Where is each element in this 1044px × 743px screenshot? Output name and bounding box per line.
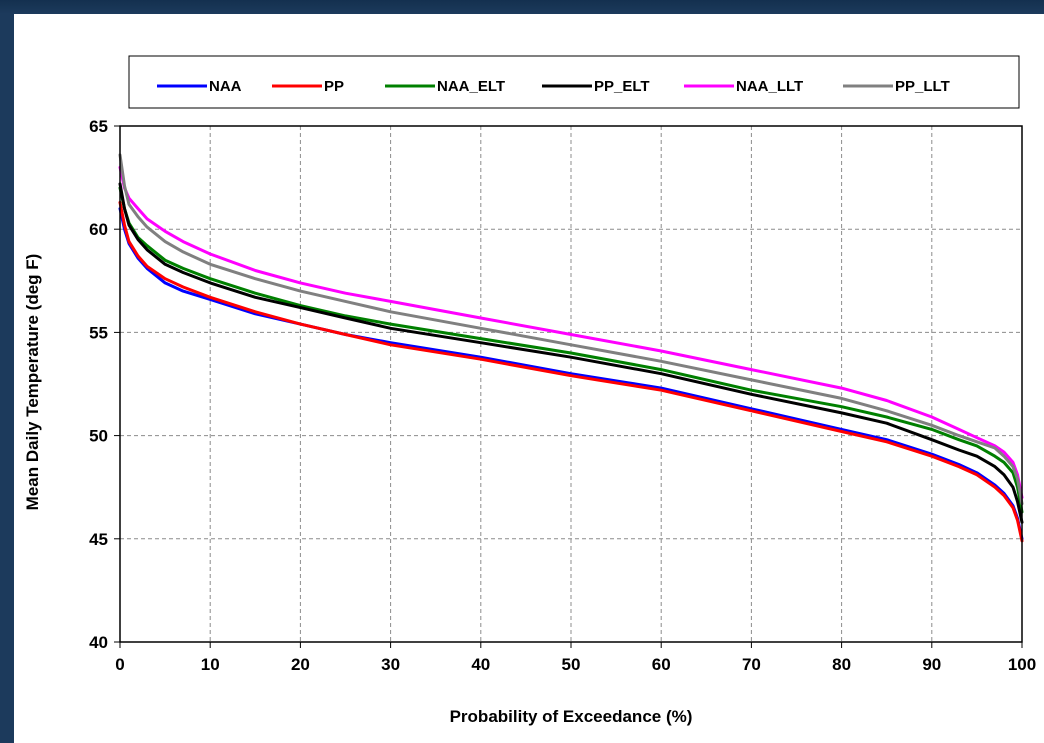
series-line-pp-llt [118,153,1024,506]
legend: NAA PP NAA_ELT PP_ELT NAA_LLT PP_LLT [128,55,1020,109]
x-tick-label: 20 [291,655,310,674]
legend-box [128,55,1020,109]
x-tick-label: 70 [742,655,761,674]
series-line-naa-llt [118,165,1024,499]
chart-panel: 0 10 20 30 40 50 60 70 80 90 100 40 45 50 55 60 65 Proba… [14,14,1044,743]
x-tick-label: 40 [471,655,490,674]
series-lines [118,153,1024,543]
y-axis-title: Mean Daily Temperature (deg F) [23,254,42,511]
gridlines [120,126,1022,642]
y-tick-label: 60 [89,220,108,239]
x-tick-label: 90 [922,655,941,674]
y-tick-label: 40 [89,633,108,652]
y-tick-label: 65 [89,117,108,136]
series-line-naa-elt [118,186,1024,514]
x-axis-title: Probability of Exceedance (%) [450,707,693,726]
legend-label: PP_ELT [594,78,650,95]
tick-labels: 0 10 20 30 40 50 60 70 80 90 100 40 45 50 55 60 65 [89,117,1036,674]
x-tick-label: 10 [201,655,220,674]
series-line-naa [118,207,1024,541]
legend-label: NAA [209,78,242,95]
series-line-pp-elt [118,182,1024,524]
y-tick-label: 45 [89,530,108,549]
x-tick-label: 30 [381,655,400,674]
legend-label: PP [324,78,344,95]
x-tick-label: 100 [1008,655,1036,674]
x-tick-label: 80 [832,655,851,674]
x-tick-label: 60 [652,655,671,674]
exceedance-line-chart: 0 10 20 30 40 50 60 70 80 90 100 40 45 50 55 60 65 Proba… [23,55,1036,726]
window-top-band [0,0,1044,14]
series-line-pp [118,200,1024,543]
legend-label: NAA_LLT [736,78,803,95]
x-tick-label: 0 [115,655,124,674]
x-tick-label: 50 [562,655,581,674]
legend-label: NAA_ELT [437,78,505,95]
y-tick-label: 50 [89,427,108,446]
legend-label: PP_LLT [895,78,950,95]
y-tick-label: 55 [89,323,108,342]
